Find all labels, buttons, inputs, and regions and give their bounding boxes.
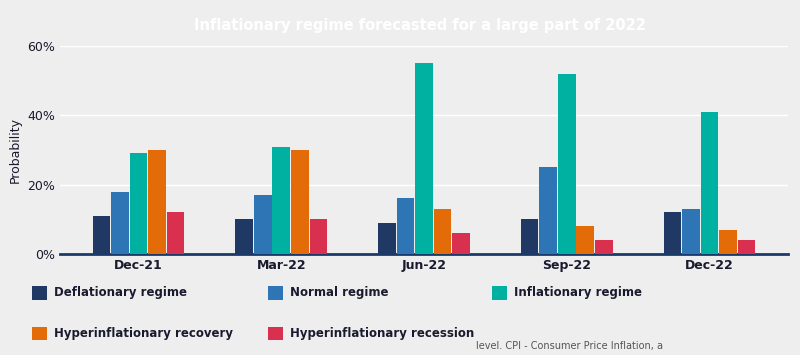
Bar bbox=[663, 212, 681, 254]
Bar bbox=[273, 147, 290, 254]
Bar bbox=[397, 198, 414, 254]
Bar bbox=[558, 74, 575, 254]
Bar bbox=[93, 216, 110, 254]
Bar bbox=[719, 230, 737, 254]
Bar bbox=[415, 64, 433, 254]
Bar bbox=[148, 150, 166, 254]
Text: Normal regime: Normal regime bbox=[290, 286, 388, 299]
Bar bbox=[521, 219, 538, 254]
Bar bbox=[434, 209, 451, 254]
Bar bbox=[378, 223, 396, 254]
Bar bbox=[595, 240, 613, 254]
Bar bbox=[310, 219, 327, 254]
Bar bbox=[577, 226, 594, 254]
Text: Hyperinflationary recession: Hyperinflationary recession bbox=[290, 327, 474, 340]
Bar bbox=[701, 112, 718, 254]
Text: Inflationary regime: Inflationary regime bbox=[514, 286, 642, 299]
Bar bbox=[452, 233, 470, 254]
Bar bbox=[291, 150, 309, 254]
Text: level. CPI - Consumer Price Inflation, a: level. CPI - Consumer Price Inflation, a bbox=[476, 342, 663, 351]
Bar bbox=[539, 167, 557, 254]
Text: Hyperinflationary recovery: Hyperinflationary recovery bbox=[54, 327, 233, 340]
Bar bbox=[111, 192, 129, 254]
Bar bbox=[167, 212, 185, 254]
Bar bbox=[130, 153, 147, 254]
Bar bbox=[738, 240, 755, 254]
Bar bbox=[254, 195, 271, 254]
Y-axis label: Probability: Probability bbox=[9, 117, 22, 183]
Bar bbox=[235, 219, 253, 254]
Text: Inflationary regime forecasted for a large part of 2022: Inflationary regime forecasted for a lar… bbox=[194, 18, 646, 33]
Bar bbox=[682, 209, 700, 254]
Text: Deflationary regime: Deflationary regime bbox=[54, 286, 186, 299]
